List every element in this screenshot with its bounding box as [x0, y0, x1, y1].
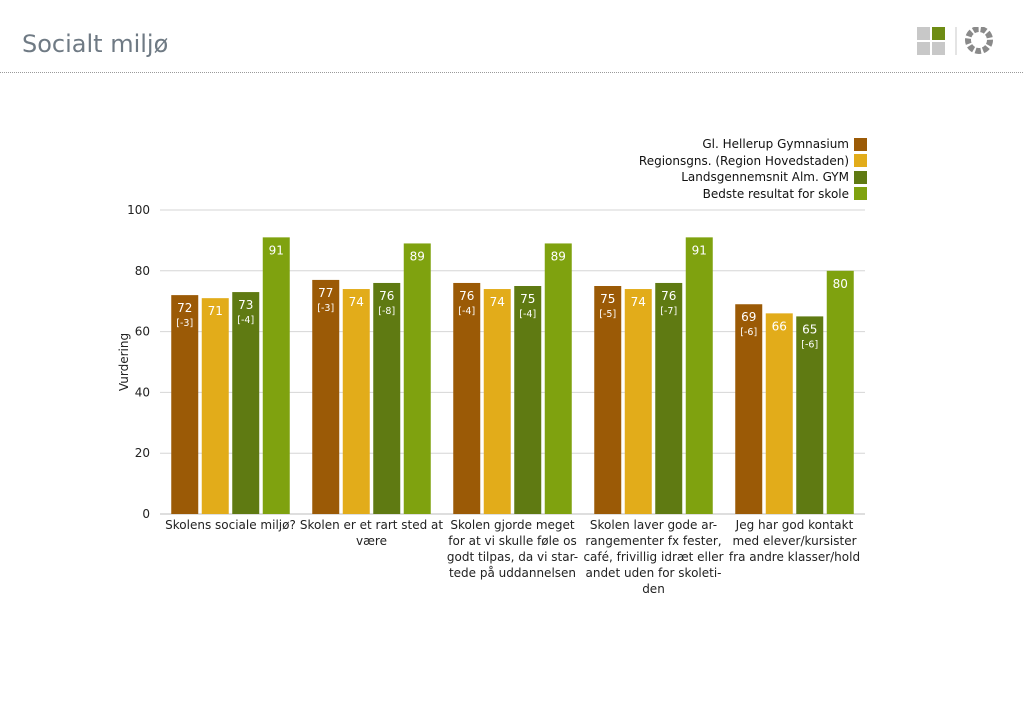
data-note: [-4]: [519, 309, 536, 320]
x-tick-label: Jeg har god kontakt: [735, 518, 854, 532]
x-tick-label: godt tilpas, da vi star-: [447, 550, 578, 564]
data-label: 71: [208, 304, 223, 318]
bar: [796, 316, 824, 514]
x-tick-label: Skolen gjorde meget: [450, 518, 575, 532]
logo-square-1: [917, 27, 930, 40]
data-label: 75: [600, 292, 615, 306]
bar: [171, 295, 199, 514]
y-tick-label: 0: [142, 507, 150, 521]
legend-item: Regionsgns. (Region Hovedstaden): [639, 153, 867, 170]
logo-square-3: [917, 42, 930, 55]
data-note: [-4]: [237, 315, 254, 326]
bar: [594, 286, 622, 514]
x-tick-label: Skolen laver gode ar-: [590, 518, 717, 532]
bar: [342, 289, 370, 514]
legend-item: Gl. Hellerup Gymnasium: [639, 136, 867, 153]
data-label: 74: [349, 295, 364, 309]
x-tick-label: med elever/kursister: [732, 534, 856, 548]
legend-swatch: [854, 137, 867, 151]
x-tick-label: være: [356, 534, 387, 548]
x-tick-label: den: [642, 582, 665, 596]
data-label: 80: [833, 277, 848, 291]
y-tick-label: 60: [135, 325, 150, 339]
y-tick-label: 80: [135, 264, 150, 278]
x-tick-label: rangementer fx fester,: [585, 534, 721, 548]
bar: [624, 289, 652, 514]
data-label: 66: [772, 319, 787, 333]
y-tick-label: 40: [135, 385, 150, 399]
page-title: Socialt miljø: [22, 30, 169, 58]
x-tick-label: café, frivillig idræt eller: [583, 550, 723, 564]
logo-ring: [965, 27, 993, 54]
data-note: [-7]: [660, 306, 677, 317]
x-tick-label: Skolen er et rart sted at: [300, 518, 444, 532]
header-divider: [0, 72, 1023, 73]
data-note: [-5]: [599, 309, 616, 320]
legend-swatch: [854, 154, 867, 168]
bar: [655, 282, 683, 514]
bar: [312, 279, 340, 514]
data-label: 76: [661, 289, 676, 303]
bar: [685, 237, 713, 515]
data-label: 76: [459, 289, 474, 303]
legend-label: Bedste resultat for skole: [702, 186, 849, 201]
data-note: [-4]: [458, 306, 475, 317]
data-note: [-6]: [801, 339, 818, 350]
legend-item: Landsgennemsnit Alm. GYM: [639, 169, 867, 186]
data-label: 89: [551, 249, 566, 263]
legend-swatch: [854, 170, 867, 184]
x-tick-label: Skolens sociale miljø?: [165, 518, 296, 532]
data-label: 77: [318, 286, 333, 300]
data-label: 69: [741, 310, 756, 324]
data-note: [-6]: [740, 327, 757, 338]
logo-square-2: [932, 27, 945, 40]
y-tick-label: 100: [127, 203, 150, 217]
data-label: 76: [379, 289, 394, 303]
y-tick-label: 20: [135, 446, 150, 460]
bar: [201, 298, 229, 514]
logo-square-4: [932, 42, 945, 55]
bar: [483, 289, 511, 514]
data-note: [-8]: [378, 306, 395, 317]
x-tick-label: for at vi skulle føle os: [448, 534, 576, 548]
logo-icon: [917, 27, 993, 55]
bar: [232, 292, 260, 514]
data-label: 89: [410, 249, 425, 263]
data-label: 74: [490, 295, 505, 309]
data-note: [-3]: [317, 303, 334, 314]
data-note: [-3]: [176, 318, 193, 329]
bar: [453, 282, 481, 514]
legend-label: Gl. Hellerup Gymnasium: [702, 137, 849, 151]
bar: [544, 243, 572, 514]
x-tick-label: fra andre klasser/hold: [729, 550, 860, 564]
legend-swatch: [854, 187, 867, 201]
bar: [514, 286, 542, 514]
bar: [403, 243, 431, 514]
x-tick-label: tede på uddannelsen: [449, 566, 576, 580]
data-label: 73: [238, 298, 253, 312]
bar: [262, 237, 290, 515]
legend-label: Regionsgns. (Region Hovedstaden): [638, 153, 849, 168]
data-label: 74: [631, 295, 646, 309]
legend-item: Bedste resultat for skole: [639, 186, 867, 203]
legend-label: Landsgennemsnit Alm. GYM: [681, 170, 849, 184]
data-label: 65: [802, 322, 817, 336]
data-label: 72: [177, 301, 192, 315]
data-label: 91: [269, 243, 284, 257]
data-label: 75: [520, 292, 535, 306]
data-label: 91: [692, 243, 707, 257]
x-tick-label: andet uden for skoleti-: [585, 566, 721, 580]
chart-legend: Gl. Hellerup Gymnasium Regionsgns. (Regio…: [639, 136, 867, 202]
bar: [373, 282, 401, 514]
bar: [826, 270, 854, 514]
bar: [735, 304, 763, 514]
bar: [765, 313, 793, 514]
y-axis-label: Vurdering: [117, 333, 131, 391]
